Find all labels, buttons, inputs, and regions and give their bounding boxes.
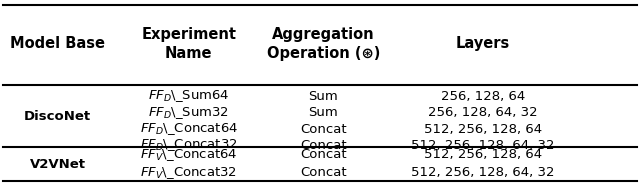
- Text: Concat: Concat: [300, 148, 346, 161]
- Text: $\mathit{FF}_V$\_Concat32: $\mathit{FF}_V$\_Concat32: [140, 165, 237, 181]
- Text: 512, 256, 128, 64: 512, 256, 128, 64: [424, 148, 542, 161]
- Text: Sum: Sum: [308, 106, 338, 119]
- Text: $\mathit{FF}_D$\_Concat32: $\mathit{FF}_D$\_Concat32: [140, 137, 237, 154]
- Text: Sum: Sum: [308, 89, 338, 103]
- Text: 256, 128, 64, 32: 256, 128, 64, 32: [428, 106, 538, 119]
- Text: 512, 256, 128, 64, 32: 512, 256, 128, 64, 32: [412, 166, 555, 180]
- Text: Concat: Concat: [300, 122, 346, 136]
- Text: Layers: Layers: [456, 36, 510, 51]
- Text: Concat: Concat: [300, 139, 346, 152]
- Text: $\mathit{FF}_D$\_Concat64: $\mathit{FF}_D$\_Concat64: [140, 121, 238, 137]
- Text: $\mathit{FF}_D$\_Sum64: $\mathit{FF}_D$\_Sum64: [148, 88, 230, 104]
- Text: Experiment
Name: Experiment Name: [141, 27, 236, 61]
- Text: 512, 256, 128, 64, 32: 512, 256, 128, 64, 32: [412, 139, 555, 152]
- Text: DiscoNet: DiscoNet: [24, 110, 91, 123]
- Text: $\mathit{FF}_D$\_Sum32: $\mathit{FF}_D$\_Sum32: [148, 104, 229, 121]
- Text: 512, 256, 128, 64: 512, 256, 128, 64: [424, 122, 542, 136]
- Text: $\mathit{FF}_V$\_Concat64: $\mathit{FF}_V$\_Concat64: [140, 147, 237, 163]
- Text: Aggregation
Operation (⊛): Aggregation Operation (⊛): [266, 27, 380, 61]
- Text: Model Base: Model Base: [10, 36, 105, 51]
- Text: 256, 128, 64: 256, 128, 64: [441, 89, 525, 103]
- Text: Concat: Concat: [300, 166, 346, 180]
- Text: V2VNet: V2VNet: [29, 158, 86, 171]
